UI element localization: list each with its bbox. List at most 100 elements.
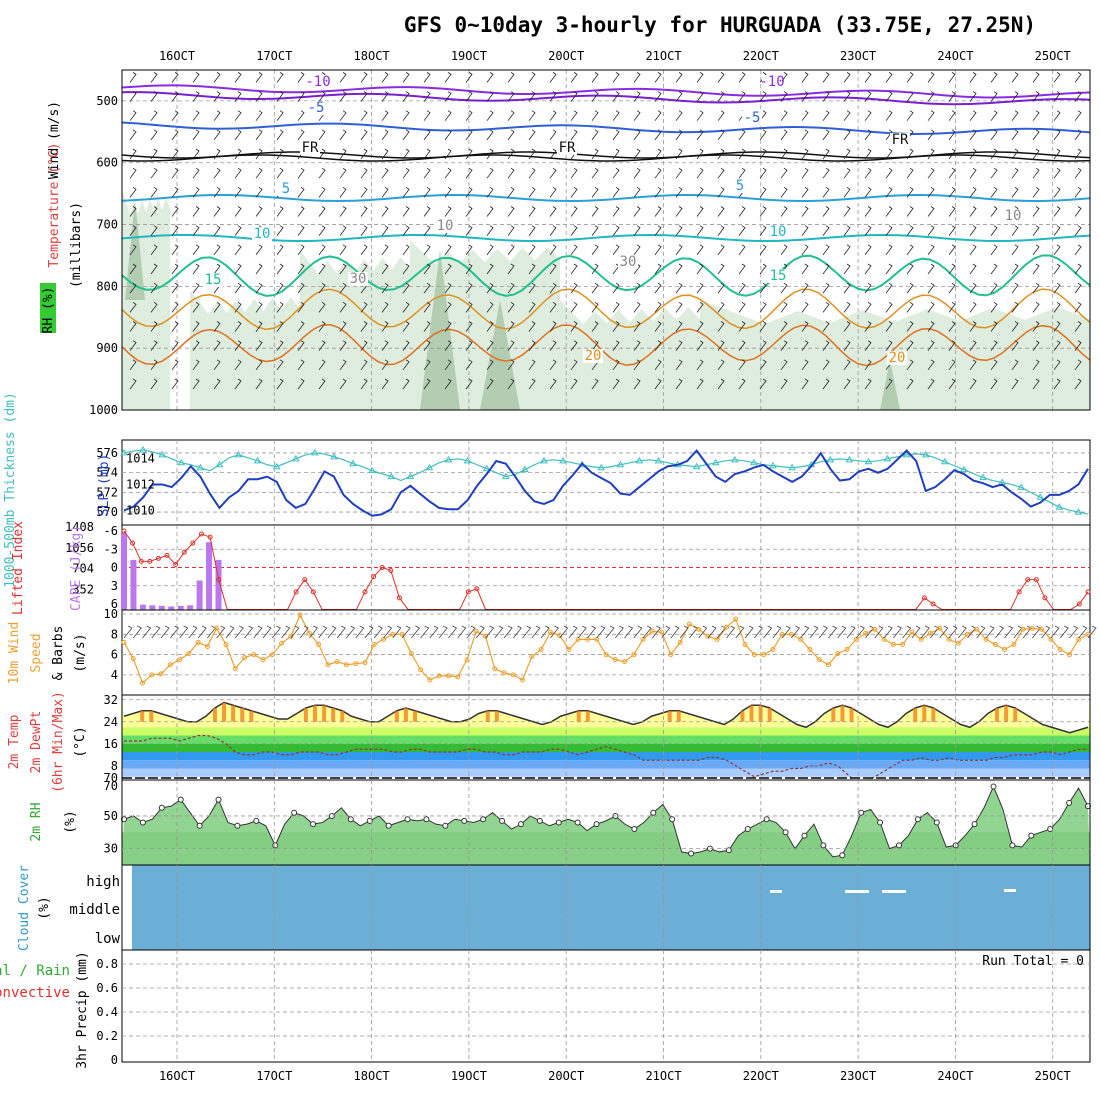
wind-barb [927, 225, 935, 236]
wind-barb [1032, 225, 1040, 236]
wind-barb [717, 110, 725, 121]
wind-barb [990, 263, 998, 275]
rh-marker [1028, 832, 1035, 839]
wind-barb [299, 625, 309, 639]
rh-blob-dark [420, 250, 460, 410]
wind-barb [255, 359, 263, 371]
rh-marker [555, 819, 562, 826]
wind-barb [1074, 206, 1082, 217]
wind-barb [1074, 187, 1082, 198]
wind-barb [780, 167, 788, 179]
li-marker [388, 568, 394, 574]
wind-barb [1032, 340, 1040, 351]
wind-barb [969, 225, 977, 236]
wind-marker [724, 624, 729, 630]
wind-barb [675, 301, 683, 313]
wind-barb [696, 167, 704, 179]
isotherm-label: 5 [736, 178, 744, 194]
wind-barb [717, 167, 725, 179]
wind-barb [801, 110, 809, 121]
wind-barb [192, 244, 200, 256]
thickness-marker [616, 460, 625, 468]
wind-barb [297, 244, 305, 256]
wind-barb [864, 244, 872, 256]
wind-barb [402, 263, 410, 275]
wind-barb [696, 148, 704, 160]
wind-barb [633, 244, 641, 256]
wind-barb [360, 91, 368, 102]
dewpt-axis-label: 2m DewPt [29, 711, 44, 774]
wind-barb [1074, 321, 1082, 332]
wind-barb [906, 167, 914, 179]
wind-barb [570, 321, 578, 332]
wind-barb [759, 91, 767, 102]
cape-bar [215, 559, 222, 610]
wind-barb [696, 282, 704, 294]
wind-barb [381, 110, 389, 121]
wind-barb [612, 359, 620, 371]
cape-bar [158, 605, 165, 610]
wind-barb [402, 359, 410, 371]
wind-barb [864, 359, 872, 371]
wind-barb [990, 148, 998, 160]
wind-barb [927, 72, 935, 83]
wind-barb [570, 301, 578, 313]
wind-barb [255, 206, 263, 217]
wind-marker [927, 630, 933, 636]
wind-barb [612, 340, 620, 351]
wind-barb [528, 206, 536, 217]
wind-barb [948, 378, 956, 390]
wind-barb [381, 282, 389, 294]
wind-marker [214, 625, 220, 631]
temp-max-fill [740, 710, 745, 722]
wind-barb [948, 148, 956, 160]
wind-marker [195, 639, 201, 645]
wind-barb [1053, 282, 1061, 294]
thickness-marker [635, 456, 644, 464]
wind-barb [213, 129, 221, 141]
wind-barb [675, 148, 683, 160]
cape-tick: 352 [72, 582, 94, 596]
wind-barb [822, 244, 830, 256]
wind-barb [234, 321, 242, 332]
wind-marker [751, 652, 757, 658]
wind-barb [1032, 282, 1040, 294]
wind-barb [696, 129, 704, 141]
wind-barb [339, 378, 347, 390]
wind-marker [566, 647, 572, 652]
wind-barb [549, 148, 557, 160]
wind-barb [192, 378, 200, 390]
wind-barb [549, 225, 557, 236]
wind-barb [1011, 244, 1019, 256]
wind-barb [339, 263, 347, 275]
wind-barb [885, 225, 893, 236]
thickness-marker [597, 463, 606, 471]
wind-marker [1066, 652, 1072, 658]
wind-barb [906, 91, 914, 102]
wind-barb [318, 129, 326, 141]
rh-blob-dark [880, 360, 900, 410]
li-marker [190, 540, 196, 546]
wind-marker [288, 633, 294, 639]
wind-barb [1053, 110, 1061, 121]
wind-barb [297, 263, 305, 275]
wind-barb [990, 167, 998, 179]
wind-barb [906, 359, 914, 371]
wind-barb [360, 378, 368, 390]
wind-barb [150, 167, 158, 179]
wind-barb [1032, 321, 1040, 332]
wind-barb [507, 225, 515, 236]
wind-barb [297, 110, 305, 121]
wind-barb [1011, 282, 1019, 294]
temp-max-fill [240, 708, 245, 722]
wind-barb [150, 148, 158, 160]
wind-barb [1053, 148, 1061, 160]
wind-barb [612, 187, 620, 198]
label-bg [276, 182, 296, 196]
wind-barb [486, 206, 494, 217]
label-bg [768, 225, 788, 239]
wind-barb [780, 340, 788, 351]
wind-barb [1053, 206, 1061, 217]
wind-barb [654, 244, 662, 256]
wind-barb [864, 321, 872, 332]
